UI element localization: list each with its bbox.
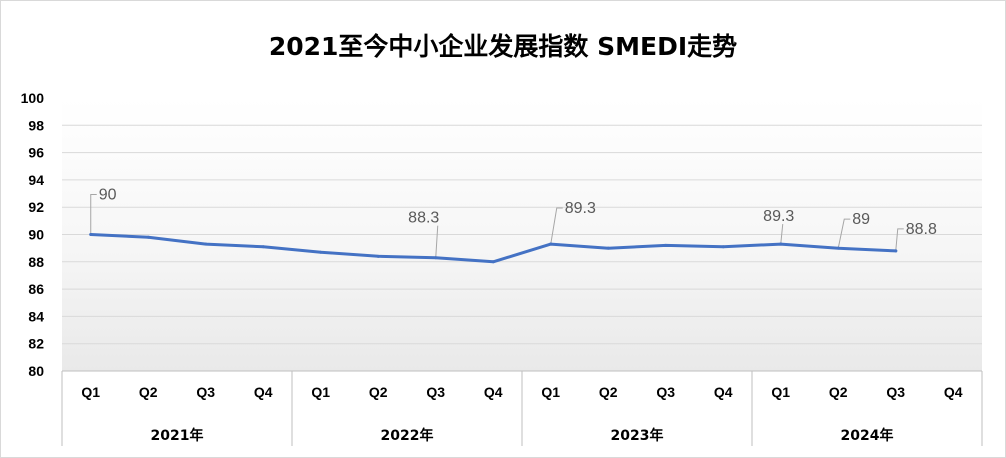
y-tick-label: 86	[28, 281, 44, 297]
year-label: 2022年	[381, 427, 434, 444]
chart-title: 2021至今中小企业发展指数 SMEDI走势	[269, 32, 737, 61]
data-point	[376, 254, 380, 258]
data-label-leader	[780, 224, 784, 245]
quarter-label: Q4	[254, 384, 273, 400]
quarter-label: Q1	[311, 384, 330, 400]
quarter-label: Q3	[426, 384, 445, 400]
quarter-label: Q4	[944, 384, 963, 400]
data-point	[606, 246, 610, 250]
data-point	[146, 235, 150, 239]
data-point	[664, 243, 668, 247]
data-point	[204, 242, 208, 246]
quarter-label: Q1	[771, 384, 790, 400]
data-label: 89.3	[763, 208, 794, 225]
x-axis: Q1 Q2 Q3 Q4 Q1 Q2 Q3 Q4 Q1 Q2 Q3 Q4 Q1 Q2 Q3 Q4 2021年 202…	[61, 370, 983, 446]
quarter-label: Q1	[541, 384, 560, 400]
data-label-leader	[435, 225, 439, 258]
data-label-leader	[550, 207, 563, 245]
quarter-label: Q2	[829, 384, 848, 400]
quarter-label: Q4	[714, 384, 733, 400]
quarter-label: Q4	[484, 384, 503, 400]
year-label: 2021年	[151, 427, 204, 444]
quarter-label: Q3	[886, 384, 905, 400]
year-label: 2024年	[841, 427, 894, 444]
y-tick-label: 88	[28, 254, 44, 270]
y-tick-label: 84	[28, 308, 44, 324]
quarter-label: Q2	[369, 384, 388, 400]
year-label: 2023年	[611, 427, 664, 444]
gridlines	[62, 124, 982, 345]
y-tick-label: 100	[21, 90, 45, 106]
data-point	[434, 256, 438, 260]
data-point	[721, 245, 725, 249]
y-tick-label: 82	[28, 336, 44, 352]
y-tick-label: 96	[28, 145, 44, 161]
quarter-label: Q2	[139, 384, 158, 400]
series-line-group	[89, 233, 898, 264]
data-point	[89, 233, 93, 236]
data-label: 89.3	[565, 200, 596, 217]
data-label: 88.3	[408, 210, 439, 227]
quarter-label: Q2	[599, 384, 618, 400]
y-axis-ticks: 100 98 96 94 92 90 88 86 84 82 80	[21, 90, 45, 379]
data-label-leader	[837, 218, 851, 249]
data-labels: 90 88.3 89.3 89.3 89 88.8	[99, 187, 937, 238]
y-tick-label: 98	[28, 117, 44, 133]
data-point	[261, 245, 265, 249]
quarter-label: Q3	[656, 384, 675, 400]
y-tick-label: 90	[28, 227, 44, 243]
data-point	[491, 260, 495, 264]
y-tick-label: 92	[28, 199, 44, 215]
data-point	[836, 246, 840, 250]
quarter-label: Q3	[196, 384, 215, 400]
data-label-leader	[895, 228, 904, 251]
y-tick-label: 94	[28, 172, 44, 188]
data-label: 89	[852, 211, 870, 228]
leader-lines	[90, 194, 904, 258]
quarter-label: Q1	[81, 384, 100, 400]
data-label: 88.8	[906, 221, 937, 238]
data-label-leader	[90, 194, 97, 235]
data-point	[779, 242, 783, 246]
data-point	[549, 242, 553, 246]
data-point	[319, 250, 323, 254]
y-tick-label: 80	[28, 363, 44, 379]
data-label: 90	[99, 187, 117, 204]
data-point	[894, 249, 898, 253]
